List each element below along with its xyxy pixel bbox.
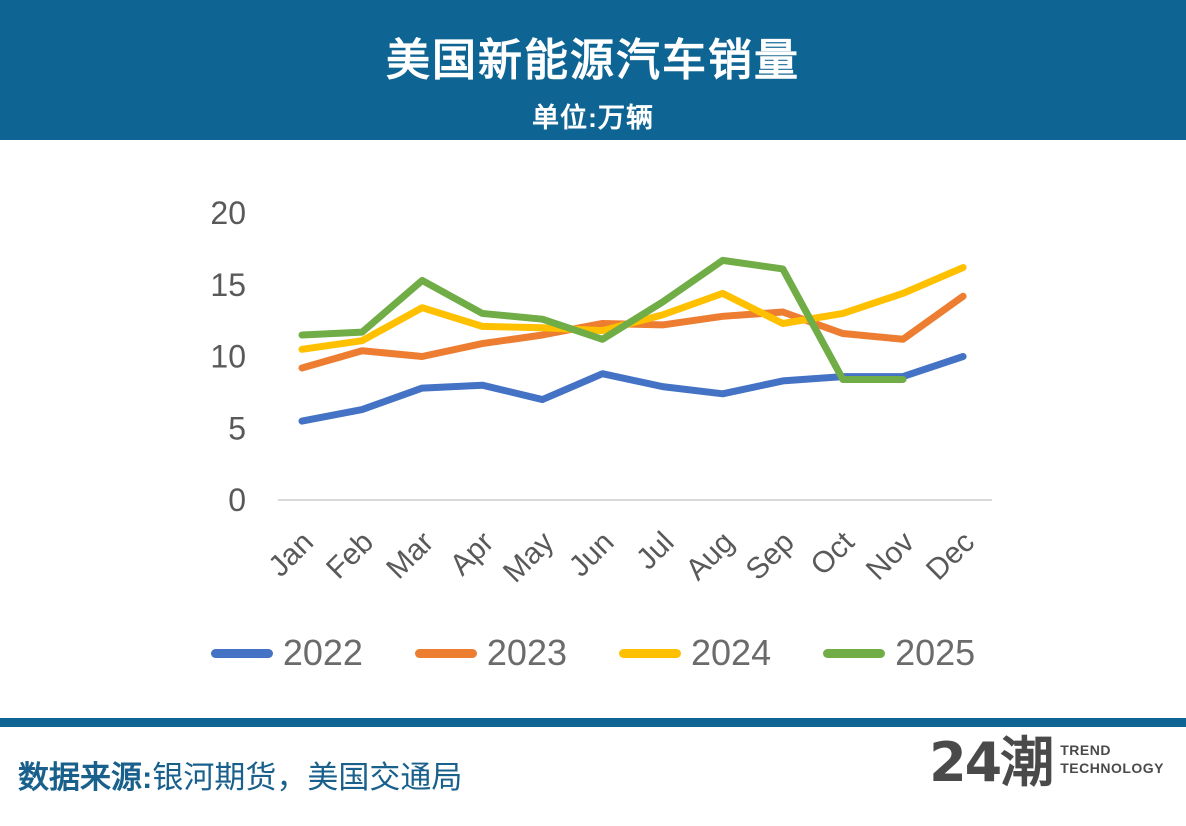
header-banner: 美国新能源汽车销量 单位:万辆 <box>0 0 1186 140</box>
legend-label-2025: 2025 <box>895 632 976 673</box>
legend-label-2024: 2024 <box>691 632 772 673</box>
series-line-2025 <box>298 256 907 383</box>
x-tick-label: Oct <box>805 525 862 582</box>
y-tick-label: 20 <box>210 195 246 231</box>
page-title: 美国新能源汽车销量 <box>386 36 800 85</box>
legend-label-2022: 2022 <box>282 632 363 673</box>
logo-line1: TREND <box>1060 742 1111 758</box>
data-source-line: 数据来源:银河期货，美国交通局 <box>18 752 462 797</box>
source-label: 数据来源: <box>18 760 153 795</box>
x-tick-label: Sep <box>740 526 801 587</box>
logo-wordmark: TREND TECHNOLOGY <box>1060 742 1164 777</box>
x-tick-label: Dec <box>920 526 981 587</box>
source-text: 银河期货，美国交通局 <box>152 760 463 795</box>
legend-item-2023: 2023 <box>414 632 567 674</box>
footer-divider <box>0 718 1186 727</box>
x-tick-label: Jan <box>262 526 320 584</box>
y-tick-label: 15 <box>210 267 246 303</box>
logo-line2: TECHNOLOGY <box>1060 759 1164 776</box>
unit-subtitle: 单位:万辆 <box>532 103 654 133</box>
x-tick-label: Jun <box>563 526 621 584</box>
logo-mark-24chao: 24潮 <box>929 731 1054 794</box>
y-tick-label: 10 <box>210 339 246 375</box>
x-tick-label: May <box>497 526 560 589</box>
x-tick-label: Aug <box>680 526 741 587</box>
y-tick-label: 0 <box>228 482 246 518</box>
series-line-2022 <box>298 353 967 425</box>
x-tick-label: Jul <box>630 526 680 576</box>
y-tick-label: 5 <box>228 410 246 446</box>
legend-item-2024: 2024 <box>619 632 771 674</box>
chart-area: 0 5 10 15 20 Jan Feb Mar Apr May Jun Jul Aug Sep Oct No… <box>0 140 1186 700</box>
x-tick-label: Mar <box>380 526 440 586</box>
legend-swatch-2025 <box>823 648 886 658</box>
x-tick-label: Nov <box>860 526 921 587</box>
legend-item-2025: 2025 <box>823 632 975 674</box>
legend-item-2022: 2022 <box>210 632 363 674</box>
legend-label-2023: 2023 <box>486 632 567 673</box>
legend-swatch-2022 <box>210 648 273 658</box>
legend-swatch-2023 <box>414 648 477 658</box>
legend-swatch-2024 <box>619 648 681 658</box>
brand-logo: 24潮 TREND TECHNOLOGY <box>929 736 1164 790</box>
chart-legend: 2022 2023 2024 2025 <box>0 630 1186 676</box>
x-tick-label: Apr <box>444 526 500 582</box>
x-tick-label: Feb <box>320 526 380 586</box>
